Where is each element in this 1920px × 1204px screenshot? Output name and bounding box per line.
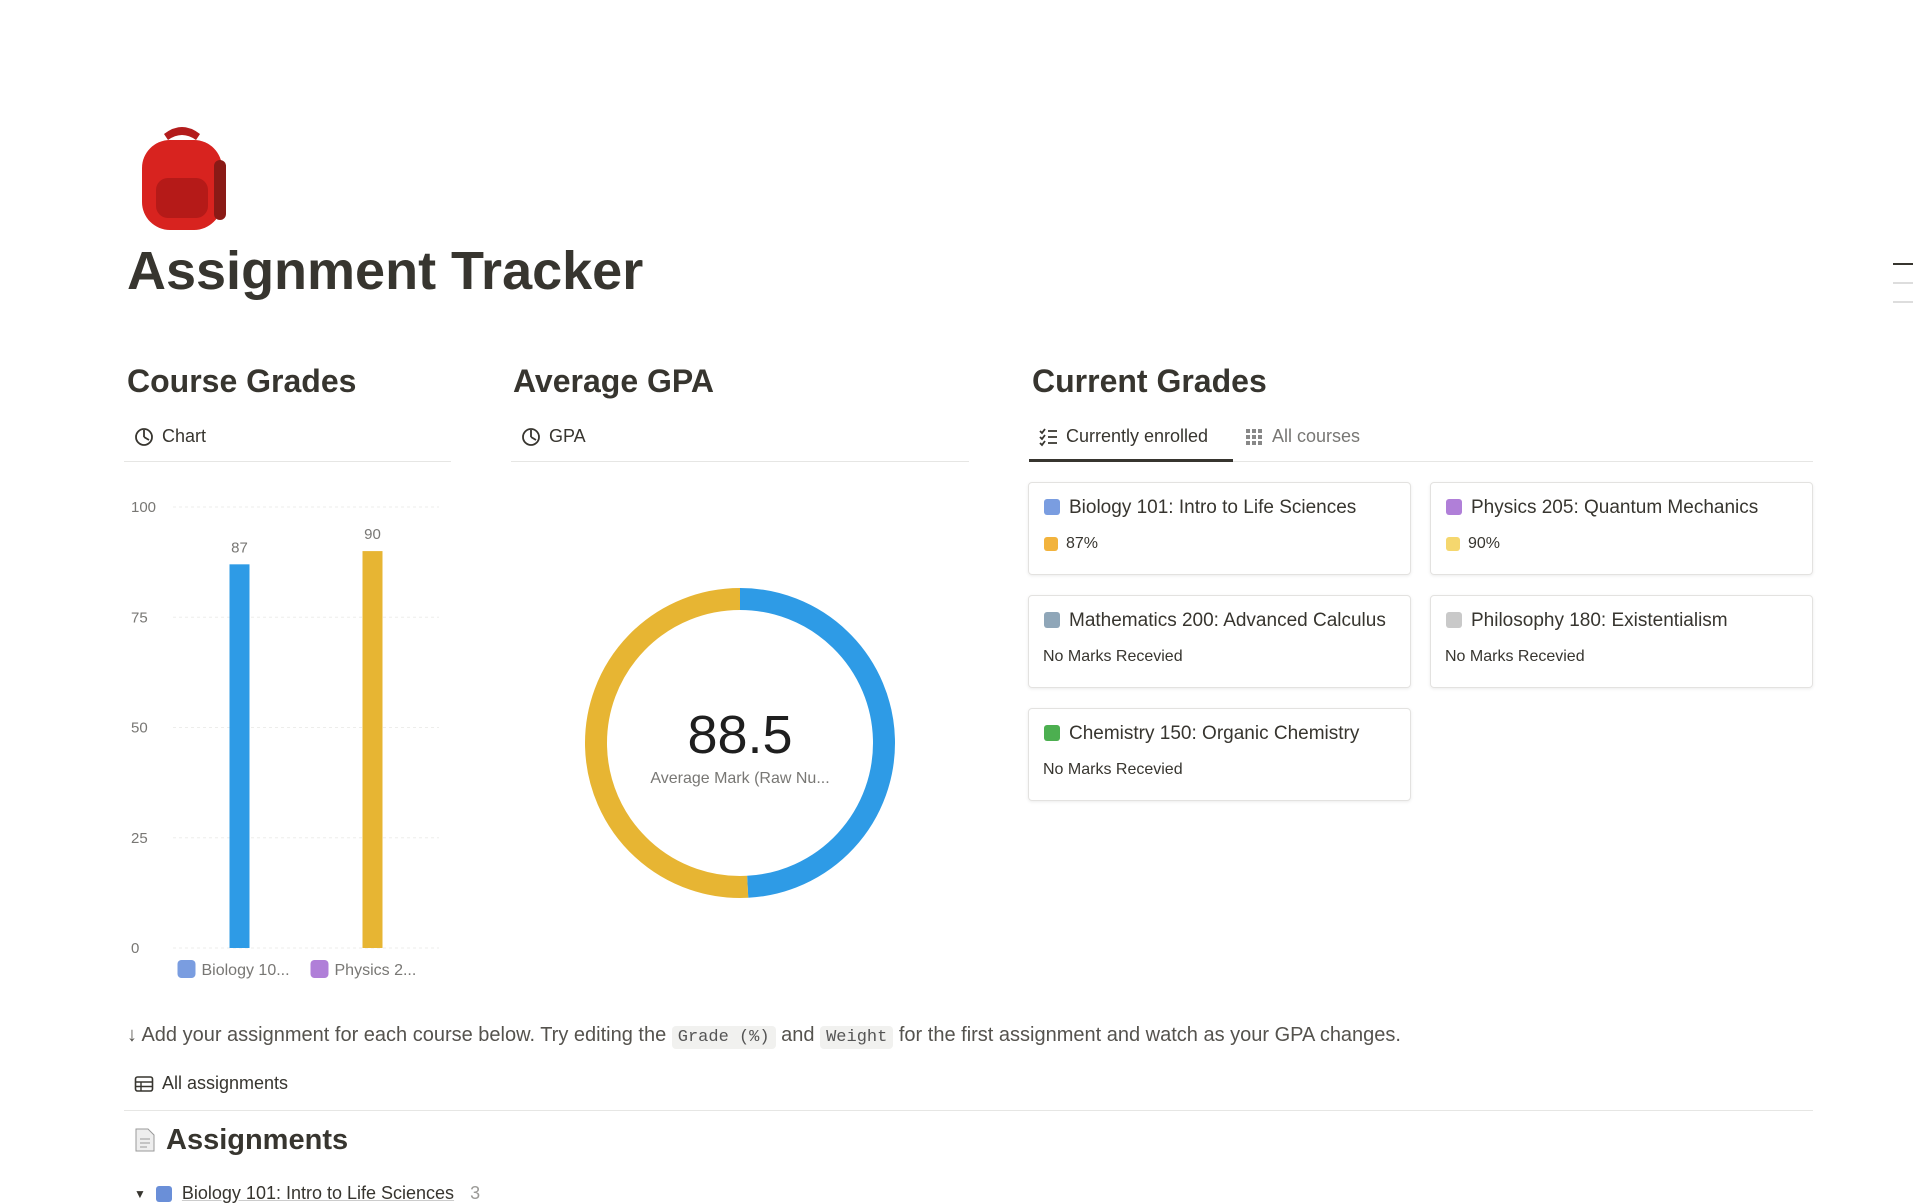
y-tick-label: 100: [131, 499, 156, 516]
card-grade: No Marks Recevied: [1445, 648, 1585, 665]
separator: [511, 461, 969, 462]
text: ↓ Add your assignment for each course be…: [127, 1024, 667, 1046]
course-icon: [1044, 612, 1060, 628]
group-row[interactable]: ▼ Biology 101: Intro to Life Sciences 3: [134, 1183, 480, 1204]
center-value: 88.5: [687, 705, 792, 765]
card-grade: No Marks Recevied: [1043, 648, 1183, 665]
instructions: ↓ Add your assignment for each course be…: [127, 1024, 1401, 1049]
separator: [124, 1110, 1813, 1111]
card-title: Biology 101: Intro to Life Sciences: [1069, 497, 1357, 518]
card-title: Philosophy 180: Existentialism: [1471, 610, 1728, 631]
view-tab[interactable]: All courses: [1244, 426, 1360, 447]
toc-marker: [1893, 263, 1913, 265]
donut-segment: [585, 588, 749, 898]
separator: [124, 461, 451, 462]
y-tick-label: 0: [131, 940, 139, 957]
grade-icon: [1044, 537, 1058, 551]
data-label: 87: [231, 539, 248, 556]
course-icon: [1446, 612, 1462, 628]
group-name: Biology 101: Intro to Life Sciences: [181, 1183, 455, 1203]
text: and: [781, 1024, 815, 1046]
section-heading: Average GPA: [513, 363, 714, 399]
view-tab[interactable]: Currently enrolled: [1038, 426, 1208, 447]
bar: [229, 564, 250, 948]
course-icon: [1446, 499, 1462, 515]
card-title: Mathematics 200: Advanced Calculus: [1069, 610, 1386, 631]
course-card[interactable]: Mathematics 200: Advanced Calculus No Mar…: [1028, 595, 1411, 688]
tab-label: GPA: [549, 426, 586, 446]
category-icon: [177, 960, 196, 978]
course-card[interactable]: Philosophy 180: Existentialism No Marks R…: [1430, 595, 1813, 688]
toc-marker: [1893, 301, 1913, 303]
chart-icon: [522, 427, 540, 446]
view-tab[interactable]: All assignments: [134, 1073, 288, 1094]
course-card[interactable]: Chemistry 150: Organic Chemistry No Marks…: [1028, 708, 1411, 801]
y-tick-label: 50: [131, 720, 148, 737]
bar-chart: 0 25 50 75 100 87 Biology 10... 90 Physics 2...: [131, 499, 439, 979]
text: for the first assignment and watch as yo…: [898, 1024, 1401, 1046]
section-heading: Current Grades: [1032, 363, 1267, 399]
category-icon: [310, 960, 329, 978]
course-card[interactable]: Physics 205: Quantum Mechanics 90%: [1430, 482, 1813, 575]
code: Weight: [820, 1026, 894, 1049]
course-icon: [1044, 725, 1060, 741]
group-count: 3: [470, 1183, 481, 1203]
section-heading: Assignments: [166, 1124, 349, 1156]
x-tick-label: Biology 10...: [202, 962, 290, 979]
grid-icon: [1246, 428, 1262, 445]
view-tab[interactable]: GPA: [521, 426, 586, 447]
center-label: Average Mark (Raw Nu...: [650, 770, 829, 787]
card-title: Chemistry 150: Organic Chemistry: [1069, 723, 1360, 744]
tab-label: Currently enrolled: [1066, 426, 1209, 446]
tab-label: All assignments: [162, 1073, 289, 1093]
page-title: Assignment Tracker: [127, 241, 644, 301]
x-tick-label: Physics 2...: [335, 962, 417, 979]
course-card[interactable]: Biology 101: Intro to Life Sciences 87%: [1028, 482, 1411, 575]
toggle-arrow[interactable]: ▼: [134, 1186, 146, 1201]
section-heading: Course Grades: [127, 363, 357, 399]
separator: [1029, 461, 1813, 462]
card-title: Physics 205: Quantum Mechanics: [1471, 497, 1759, 518]
active-tab-underline: [1029, 459, 1233, 462]
tab-label: All courses: [1272, 426, 1361, 446]
chart-icon: [135, 427, 153, 446]
card-grade: 87%: [1066, 535, 1099, 552]
bar: [362, 551, 383, 948]
y-tick-label: 25: [131, 830, 148, 847]
card-grade: 90%: [1468, 535, 1501, 552]
card-grade: No Marks Recevied: [1043, 761, 1183, 778]
course-icon: [155, 1185, 172, 1202]
code: Grade (%): [671, 1026, 776, 1049]
list-icon: [1039, 427, 1057, 446]
donut-segment: [739, 588, 895, 898]
toc-marker: [1893, 282, 1913, 284]
table-icon: [134, 1075, 154, 1092]
data-label: 90: [364, 526, 381, 543]
view-tab[interactable]: Chart: [134, 426, 206, 447]
backpack-icon: [142, 127, 226, 230]
tab-label: Chart: [162, 426, 207, 446]
y-tick-label: 75: [131, 609, 148, 626]
doc-icon: [135, 1128, 155, 1152]
donut-chart: 88.5 Average Mark (Raw Nu...: [585, 588, 895, 898]
grade-icon: [1446, 537, 1460, 551]
course-icon: [1044, 499, 1060, 515]
